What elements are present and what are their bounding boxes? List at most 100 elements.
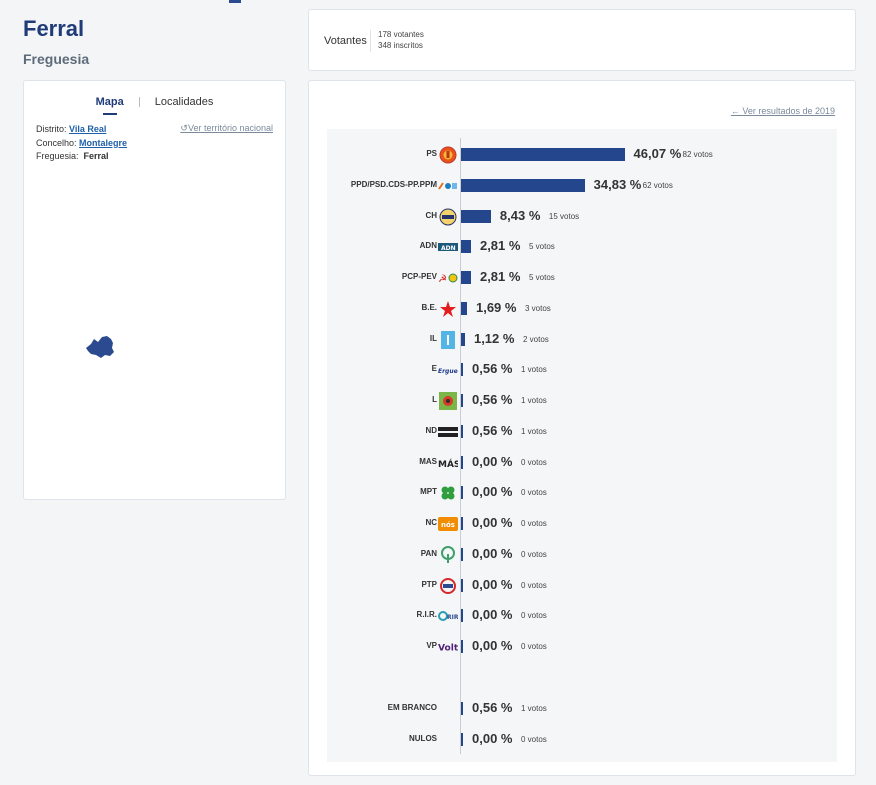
result-votes: 0 votos xyxy=(521,734,547,744)
result-row-pcp-pev: PCP-PEV ☭ 2,81 % 5 votos xyxy=(327,267,837,289)
be-star-icon xyxy=(438,300,458,318)
voters-numbers: 178 votantes 348 inscritos xyxy=(378,29,424,51)
result-percentage: 0,56 % xyxy=(472,392,513,407)
svg-text:nós: nós xyxy=(441,521,455,529)
result-row-nulos: NULOS 0,00 % 0 votos xyxy=(327,729,837,751)
livre-flower-icon xyxy=(438,392,458,410)
party-label: VP xyxy=(426,641,437,650)
result-bar xyxy=(461,148,625,161)
party-label: MAS xyxy=(419,456,437,466)
party-label: NULOS xyxy=(409,733,437,743)
result-bar xyxy=(461,363,463,377)
result-bar xyxy=(461,178,585,192)
party-label: PTP xyxy=(421,579,437,589)
party-label: PS xyxy=(426,149,437,158)
svg-text:Ergue-te: Ergue-te xyxy=(438,368,458,375)
result-votes: 0 votos xyxy=(521,642,547,651)
svg-text:RIR: RIR xyxy=(447,614,458,621)
adn-icon: ADN xyxy=(438,238,458,256)
result-votes: 0 votos xyxy=(521,611,547,621)
top-indicator xyxy=(229,0,241,3)
result-bar xyxy=(461,732,463,746)
result-votes: 5 votos xyxy=(528,273,555,282)
result-bar xyxy=(461,578,463,592)
result-votes: 1 votos xyxy=(521,426,547,436)
parish-value: Ferral xyxy=(83,151,109,161)
national-territory-label: Ver território nacional xyxy=(187,123,273,133)
result-votes: 0 votos xyxy=(521,580,547,590)
result-row-adn: ADN ADN 2,81 % 5 votos xyxy=(327,236,837,258)
result-percentage: 0,00 % xyxy=(472,545,513,561)
result-bar xyxy=(461,486,463,500)
result-row-r-i-r: R.I.R. RIR 0,00 % 0 votos xyxy=(327,605,837,627)
party-label: EM BRANCO xyxy=(387,703,437,712)
party-label: ND xyxy=(425,425,437,435)
map-tabs: Mapa Localidades xyxy=(24,96,285,115)
result-bar xyxy=(461,517,463,530)
nova-direita-icon xyxy=(438,423,458,441)
previous-results-link[interactable]: ← Ver resultados de 2019 xyxy=(731,106,835,116)
result-row-pan: PAN 0,00 % 0 votos xyxy=(327,544,837,566)
party-label: E xyxy=(431,364,437,374)
result-bar xyxy=(461,271,471,284)
result-votes: 82 votos xyxy=(682,150,713,159)
result-bar xyxy=(461,609,463,623)
result-percentage: 0,00 % xyxy=(472,576,513,592)
voters-label: Votantes xyxy=(324,35,367,47)
result-percentage: 1,12 % xyxy=(473,330,515,346)
parish-label: Freguesia: xyxy=(36,151,79,161)
result-row-vp: VP Volt 0,00 % 0 votos xyxy=(327,636,837,658)
chega-icon xyxy=(438,208,458,226)
result-row-ps: PS 46,07 % 82 votos xyxy=(327,144,837,166)
result-votes: 0 votos xyxy=(521,519,547,528)
district-label: Distrito: xyxy=(36,124,67,134)
result-votes: 5 votos xyxy=(528,242,555,252)
tab-localities[interactable]: Localidades xyxy=(154,96,214,108)
result-percentage: 1,69 % xyxy=(475,299,517,315)
result-percentage: 0,56 % xyxy=(472,422,513,438)
location-info: Distrito: Vila Real Concelho: Montalegre… xyxy=(36,123,127,164)
svg-text:Volt: Volt xyxy=(438,644,458,653)
result-votes: 2 votos xyxy=(522,334,549,344)
svg-text:☭: ☭ xyxy=(438,274,447,284)
previous-results-label: Ver resultados de 2019 xyxy=(742,106,835,116)
voters-count: 178 votantes xyxy=(378,30,424,39)
results-card: ← Ver resultados de 2019 PS 46,07 % 82 vot… xyxy=(308,80,856,776)
result-bar xyxy=(461,240,471,254)
result-bar xyxy=(461,332,465,346)
ergue-te-icon: Ergue-te xyxy=(438,361,458,379)
result-row-ppd-psd-cds-pp-ppm: PPD/PSD.CDS-PP.PPM 34,83 % 62 votos xyxy=(327,175,837,197)
result-row-l: L 0,56 % 1 votos xyxy=(327,390,837,412)
district-link[interactable]: Vila Real xyxy=(69,124,107,134)
result-percentage: 2,81 % xyxy=(479,269,521,284)
party-label: L xyxy=(432,395,437,404)
result-percentage: 0,00 % xyxy=(472,638,513,653)
party-label: CH xyxy=(425,210,437,220)
result-votes: 1 votos xyxy=(521,396,547,405)
parish-map-shape[interactable] xyxy=(84,334,116,360)
tab-map[interactable]: Mapa xyxy=(81,96,139,115)
ptp-icon xyxy=(438,577,458,595)
result-percentage: 0,00 % xyxy=(472,484,513,500)
result-bar xyxy=(461,394,463,407)
result-row-mpt: MPT 0,00 % 0 votos xyxy=(327,482,837,504)
undo-icon: ↺ xyxy=(180,123,188,133)
ps-fist-rose-icon xyxy=(438,146,458,164)
voters-divider xyxy=(370,30,371,52)
rir-icon: RIR xyxy=(438,607,458,625)
result-percentage: 34,83 % xyxy=(593,176,642,192)
county-link[interactable]: Montalegre xyxy=(79,137,128,148)
result-row-il: IL 1,12 % 2 votos xyxy=(327,329,837,351)
party-label: B.E. xyxy=(421,302,437,312)
national-territory-link[interactable]: ↺Ver território nacional xyxy=(180,123,273,134)
result-percentage: 0,00 % xyxy=(472,607,513,623)
result-bar xyxy=(461,640,463,653)
result-row-ptp: PTP 0,00 % 0 votos xyxy=(327,575,837,597)
map-card: Mapa Localidades Distrito: Vila Real Conc… xyxy=(23,80,286,500)
result-percentage: 8,43 % xyxy=(499,207,541,223)
result-percentage: 0,00 % xyxy=(472,515,513,530)
party-label: PCP-PEV xyxy=(401,272,437,281)
registered-count: 348 inscritos xyxy=(378,41,423,50)
svg-text:ADN: ADN xyxy=(441,245,456,252)
result-votes: 1 votos xyxy=(521,704,547,713)
